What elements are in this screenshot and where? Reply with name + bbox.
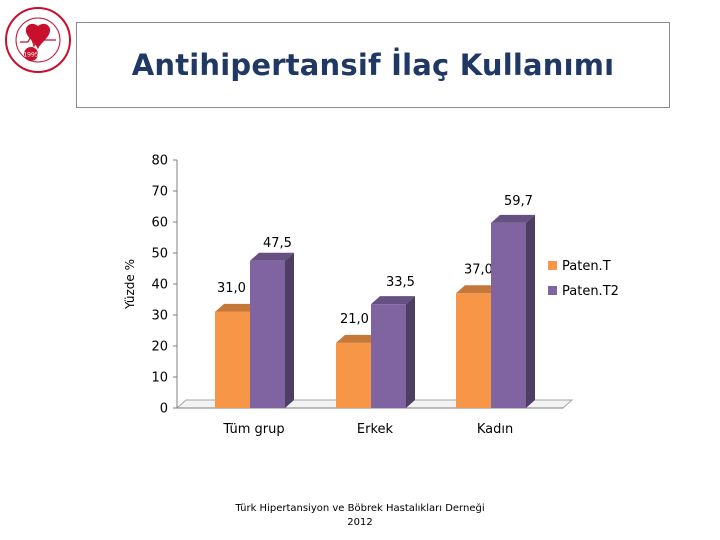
y-tick-label: 10 — [151, 371, 168, 386]
data-label: 59,7 — [504, 194, 533, 209]
bar-side — [285, 252, 294, 408]
bar-top — [336, 334, 380, 343]
bar — [371, 304, 406, 408]
y-tick-label: 50 — [151, 247, 168, 262]
legend-label: Paten.T — [562, 259, 611, 274]
legend-swatch — [548, 261, 557, 270]
footer-organization: Türk Hipertansiyon ve Böbrek Hastalıklar… — [235, 503, 485, 514]
bar-side — [406, 296, 415, 408]
category-label: Kadın — [477, 422, 513, 437]
y-tick-label: 30 — [151, 309, 168, 324]
legend-label: Paten.T2 — [562, 284, 619, 299]
bar-top — [371, 296, 415, 305]
bar-side — [526, 214, 535, 408]
footer: Türk Hipertansiyon ve Böbrek Hastalıklar… — [230, 502, 490, 530]
data-label: 33,5 — [386, 275, 415, 290]
association-logo: 1995 — [5, 7, 71, 73]
legend-swatch — [548, 286, 557, 295]
data-label: 47,5 — [263, 236, 292, 251]
y-tick-label: 0 — [160, 402, 168, 417]
bar-top — [491, 214, 535, 223]
y-tick-label: 20 — [151, 340, 168, 355]
y-tick-label: 60 — [151, 216, 168, 231]
category-label: Tüm grup — [222, 422, 284, 437]
y-tick-label: 80 — [151, 154, 168, 169]
data-label: 31,0 — [217, 281, 246, 296]
bar — [491, 222, 526, 408]
bar — [250, 260, 285, 408]
y-tick-label: 70 — [151, 185, 168, 200]
bar — [215, 311, 250, 408]
bar — [336, 342, 371, 408]
title-box: Antihipertansif İlaç Kullanımı — [76, 22, 670, 108]
data-label: 37,0 — [464, 262, 493, 277]
bar — [456, 293, 491, 408]
category-label: Erkek — [357, 422, 394, 437]
slide-title: Antihipertansif İlaç Kullanımı — [131, 48, 615, 82]
y-axis-title: Yüzde % — [123, 259, 137, 310]
bar-top — [215, 303, 259, 312]
footer-year: 2012 — [347, 517, 373, 528]
bar-top — [250, 252, 294, 261]
data-label: 21,0 — [340, 312, 369, 327]
bar-top — [456, 285, 500, 294]
logo-year: 1995 — [23, 52, 38, 59]
y-tick-label: 40 — [151, 278, 168, 293]
